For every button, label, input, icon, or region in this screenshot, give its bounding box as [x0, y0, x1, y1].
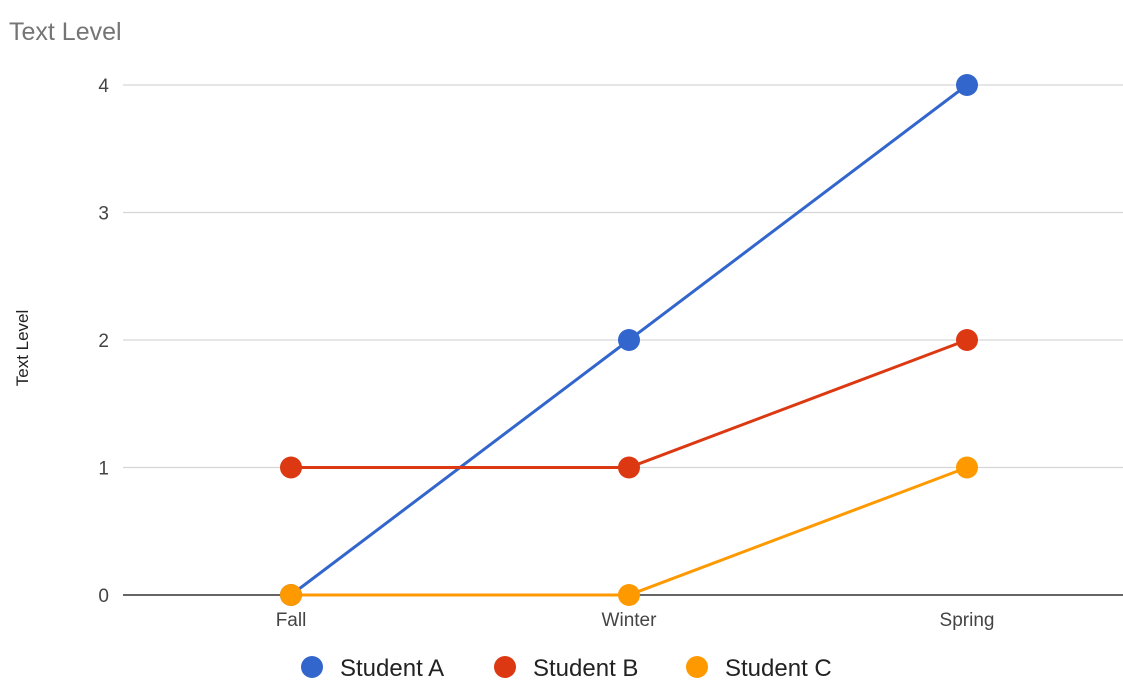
- y-tick-label: 0: [98, 586, 109, 607]
- legend-swatch: [494, 656, 516, 678]
- legend-item: Student B: [494, 655, 638, 681]
- y-axis-ticks: 0 1 2 3 4: [98, 76, 109, 607]
- x-tick-label: Spring: [940, 610, 995, 631]
- y-axis-title: Text Level: [13, 310, 32, 387]
- y-tick-label: 4: [98, 76, 109, 97]
- legend-swatch: [686, 656, 708, 678]
- chart-title: Text Level: [9, 18, 122, 46]
- data-point: [956, 456, 978, 479]
- legend-item: Student A: [301, 655, 444, 681]
- x-tick-label: Fall: [276, 610, 307, 631]
- legend: Student A Student B Student C: [301, 655, 832, 681]
- y-tick-label: 3: [98, 204, 109, 225]
- data-point: [618, 329, 640, 351]
- gridlines: [123, 84, 1123, 469]
- y-tick-label: 2: [98, 331, 109, 352]
- legend-item: Student C: [686, 655, 832, 681]
- data-point: [956, 329, 978, 351]
- data-point: [280, 584, 302, 606]
- x-axis-ticks: Fall Winter Spring: [276, 610, 995, 631]
- legend-swatch: [301, 656, 323, 678]
- data-point: [618, 584, 640, 606]
- legend-label: Student B: [533, 655, 638, 681]
- data-point: [618, 456, 640, 479]
- series-line: [289, 338, 969, 469]
- legend-label: Student C: [725, 655, 832, 681]
- series-line: [289, 466, 969, 597]
- y-tick-label: 1: [98, 459, 109, 480]
- data-point: [280, 456, 302, 479]
- x-tick-label: Winter: [602, 610, 658, 631]
- data-point: [956, 74, 978, 96]
- legend-label: Student A: [340, 655, 444, 681]
- series-points: [280, 74, 978, 606]
